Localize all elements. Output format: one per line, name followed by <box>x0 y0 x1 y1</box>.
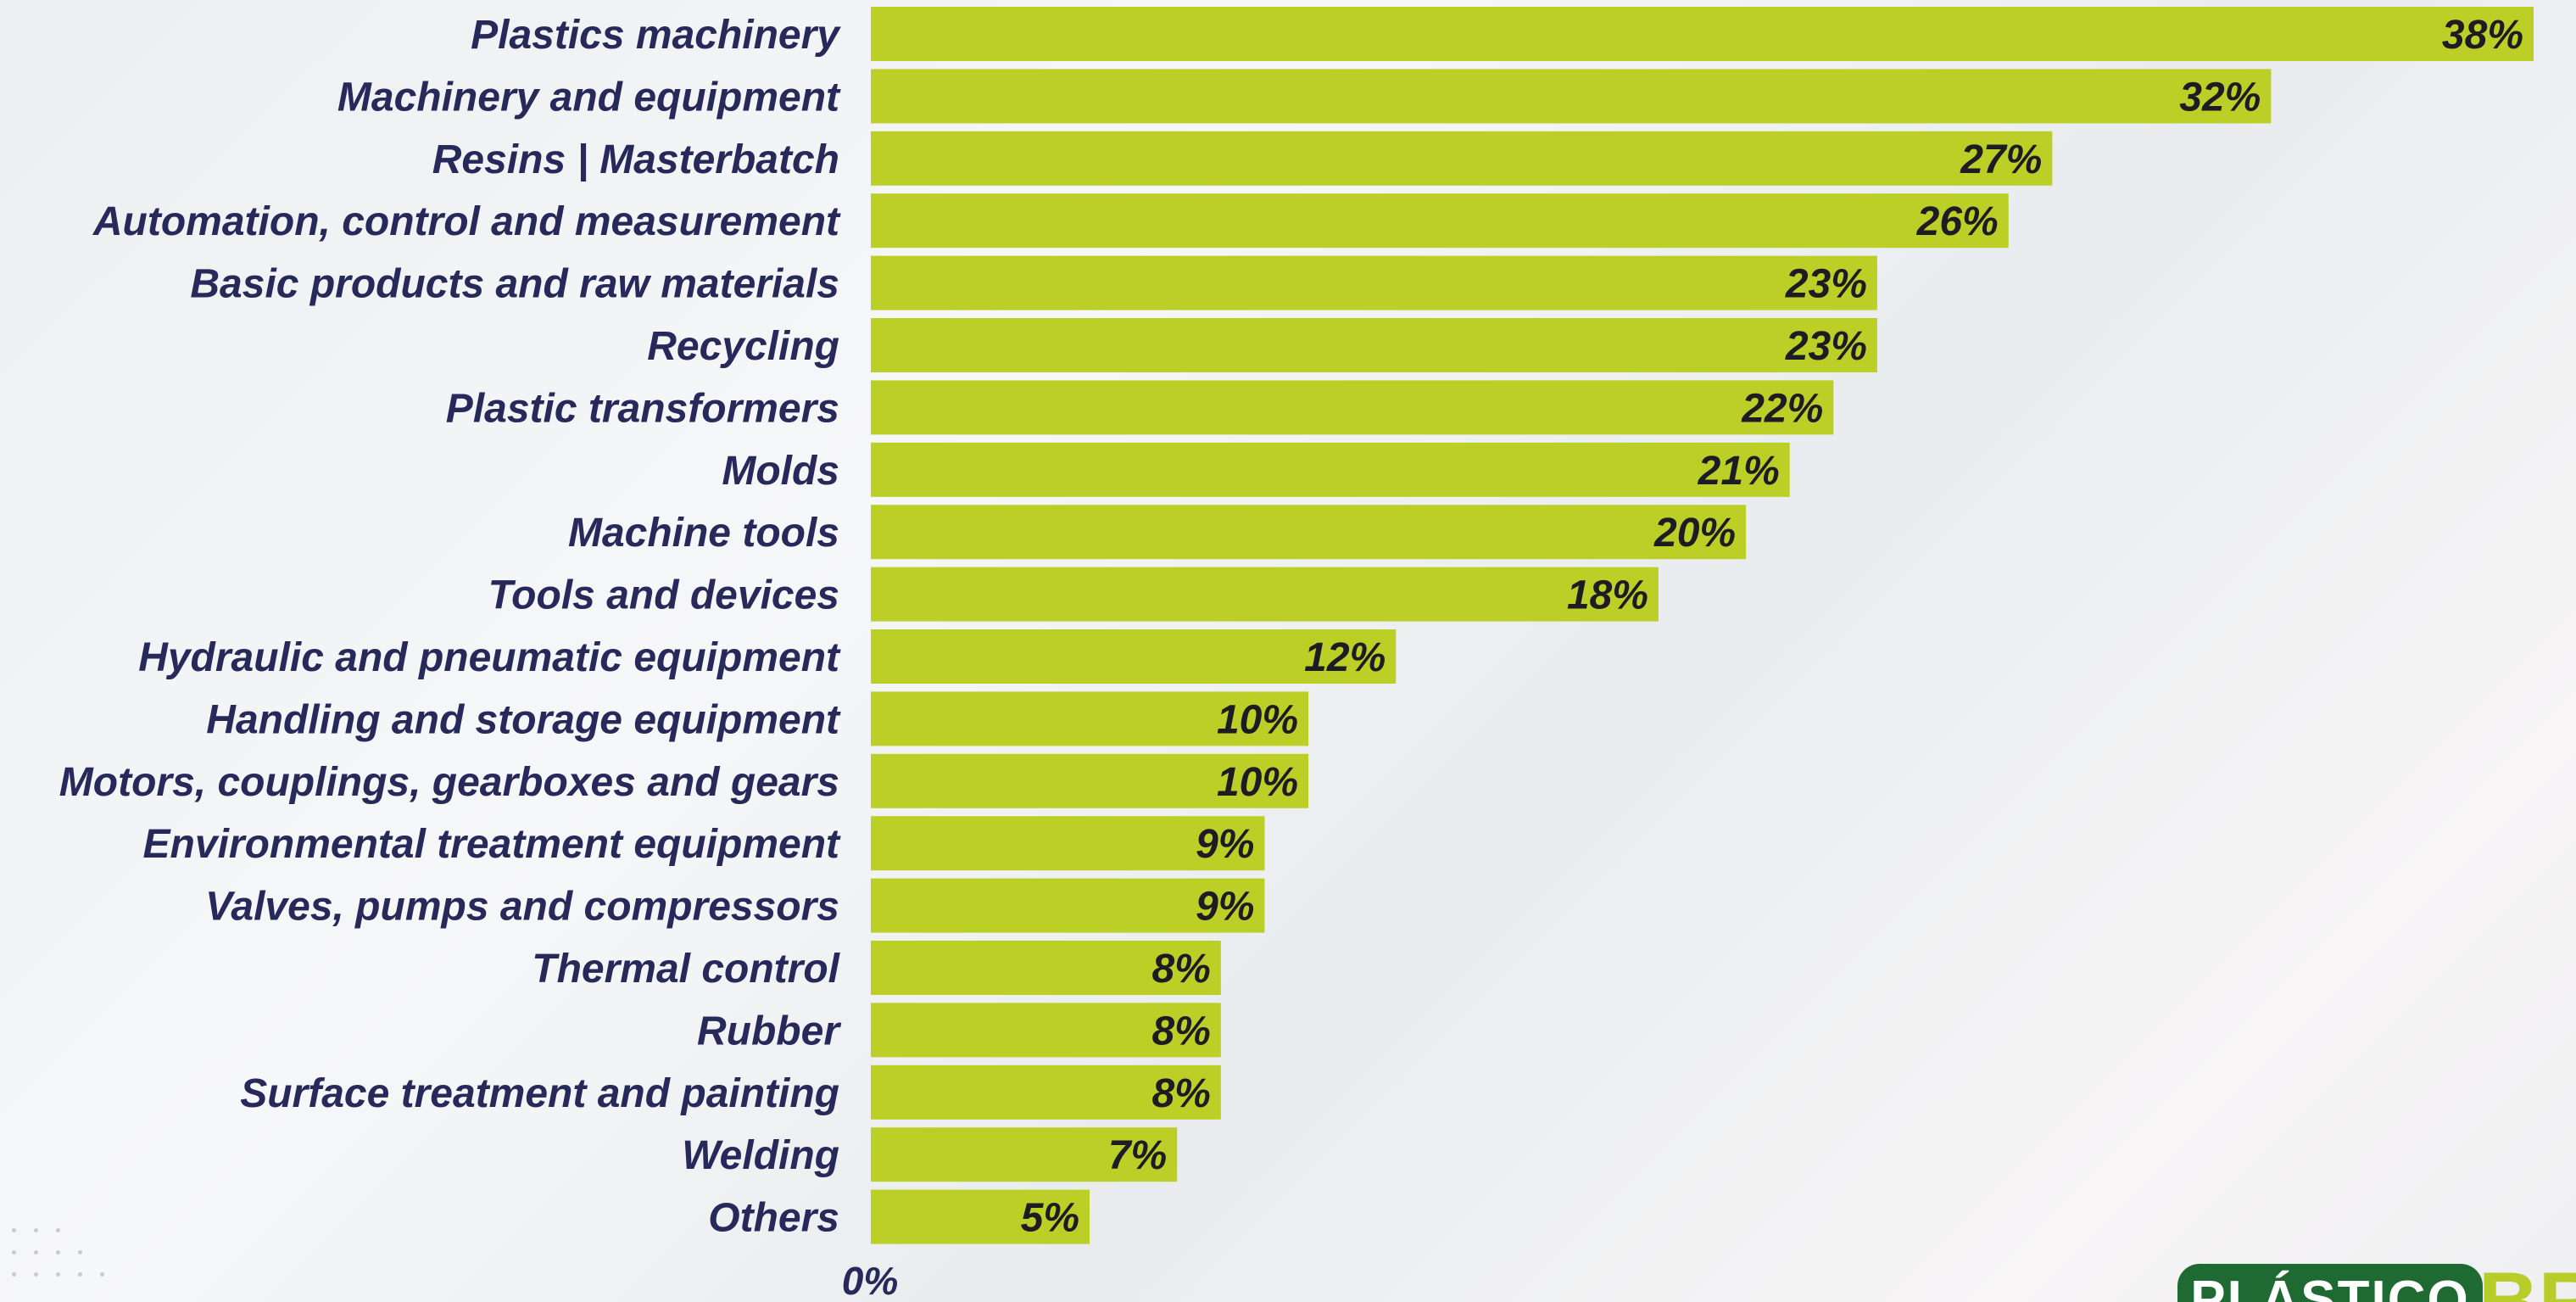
category-label: Machine tools <box>568 511 839 556</box>
value-label: 9% <box>1196 885 1254 930</box>
value-label: 10% <box>1217 760 1298 805</box>
bar-1 <box>871 7 2534 61</box>
bar-6 <box>871 318 1877 372</box>
category-label: Valves, pumps and compressors <box>205 885 839 930</box>
value-label: 10% <box>1217 697 1298 742</box>
bar-20 <box>871 1189 1090 1244</box>
value-label: 38% <box>2442 13 2523 58</box>
bar-18 <box>871 1065 1221 1120</box>
category-label: Rubber <box>697 1009 841 1053</box>
value-label: 8% <box>1151 947 1210 992</box>
category-label: Resins | Masterbatch <box>432 137 839 182</box>
category-label: Welding <box>682 1133 839 1178</box>
x-axis-tick-label: 0% <box>842 1259 898 1302</box>
bar-15 <box>871 878 1265 933</box>
category-label: Tools and devices <box>488 573 839 618</box>
bar-14 <box>871 816 1265 871</box>
bar-7 <box>871 380 1834 435</box>
category-label: Recycling <box>647 324 839 369</box>
value-label: 21% <box>1698 449 1780 494</box>
bar-11 <box>871 629 1397 684</box>
category-label: Basic products and raw materials <box>190 262 839 307</box>
category-label: Motors, couplings, gearboxes and gears <box>59 760 839 805</box>
bar-8 <box>871 442 1790 497</box>
value-label: 12% <box>1304 635 1386 680</box>
value-label: 23% <box>1785 324 1867 369</box>
bar-4 <box>871 193 2009 249</box>
bars-group <box>871 7 2534 1244</box>
value-label: 5% <box>1021 1196 1079 1241</box>
bar-16 <box>871 941 1221 995</box>
bar-5 <box>871 255 1877 310</box>
logo-text-right: BR <box>2478 1264 2576 1302</box>
logo-text-left: PLÁSTICO <box>2177 1264 2483 1302</box>
value-label: 8% <box>1151 1071 1210 1116</box>
bar-2 <box>871 69 2272 124</box>
value-labels-group: 38%32%27%26%23%23%22%21%20%18%12%10%10%9… <box>1021 13 2523 1241</box>
category-labels-group: Plastics machinery Machinery and equipmen… <box>59 13 842 1241</box>
brand-logo: PLÁSTICO BR <box>2177 1264 2576 1302</box>
value-label: 9% <box>1196 822 1254 867</box>
category-label: Machinery and equipment <box>337 75 841 120</box>
bar-19 <box>871 1127 1178 1182</box>
value-label: 27% <box>1960 137 2042 182</box>
category-label: Thermal control <box>532 947 840 992</box>
value-label: 7% <box>1108 1133 1167 1178</box>
bar-3 <box>871 131 2053 186</box>
category-label: Handling and storage equipment <box>206 697 841 742</box>
category-label: Others <box>708 1196 839 1241</box>
category-label: Hydraulic and pneumatic equipment <box>138 635 841 680</box>
value-label: 20% <box>1653 511 1736 556</box>
bar-12 <box>871 691 1309 746</box>
value-label: 18% <box>1567 573 1648 618</box>
category-label: Environmental treatment equipment <box>143 822 841 867</box>
bar-10 <box>871 567 1659 622</box>
value-label: 8% <box>1151 1009 1210 1053</box>
bar-9 <box>871 505 1747 560</box>
category-label: Plastics machinery <box>471 13 841 58</box>
value-label: 23% <box>1785 262 1867 307</box>
value-label: 32% <box>2179 75 2261 120</box>
value-label: 22% <box>1741 386 1823 431</box>
category-label: Automation, control and measurement <box>92 199 841 244</box>
bar-17 <box>871 1003 1221 1058</box>
bar-13 <box>871 753 1309 808</box>
value-label: 26% <box>1916 199 1999 244</box>
decorative-dots <box>12 1228 122 1296</box>
category-label: Surface treatment and painting <box>240 1071 839 1116</box>
category-label: Plastic transformers <box>446 386 839 431</box>
category-label: Molds <box>722 449 839 494</box>
